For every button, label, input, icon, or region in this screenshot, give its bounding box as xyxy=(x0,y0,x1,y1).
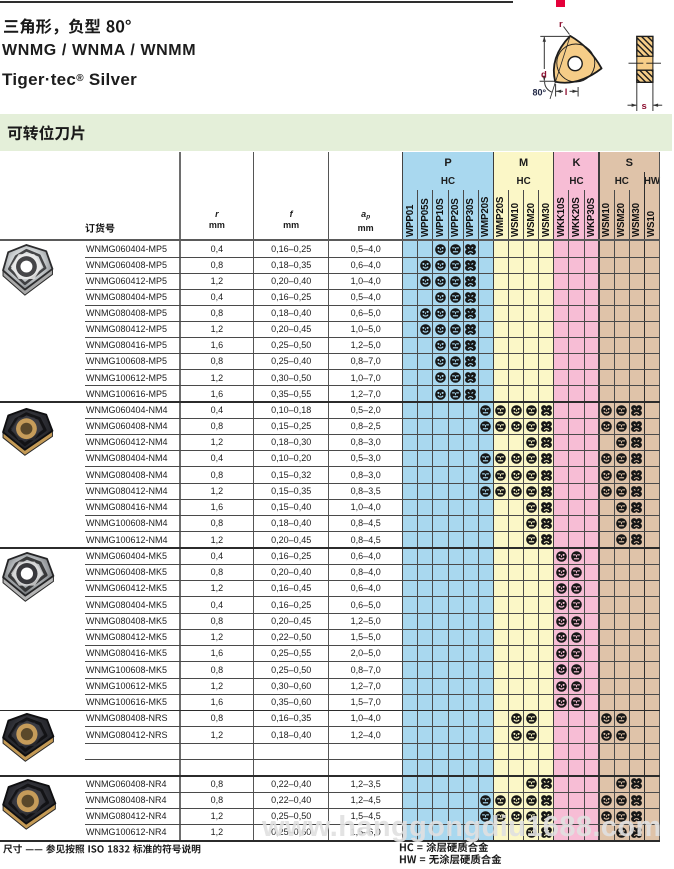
svg-text:80°: 80° xyxy=(533,88,547,98)
svg-text:r: r xyxy=(559,19,563,30)
svg-text:l: l xyxy=(565,87,568,98)
svg-text:s: s xyxy=(642,101,647,112)
svg-text:d: d xyxy=(541,70,547,81)
